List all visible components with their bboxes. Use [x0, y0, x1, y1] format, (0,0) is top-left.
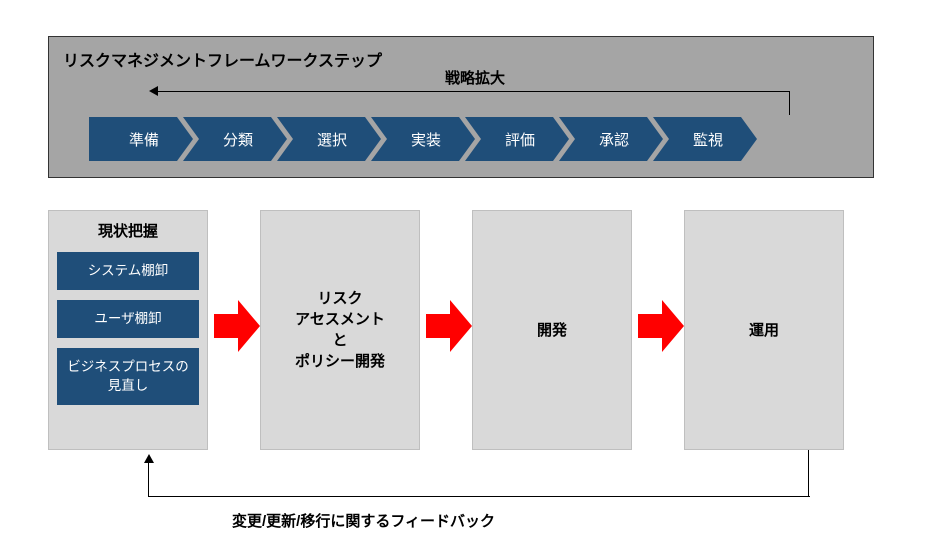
stage-box-3: 運用 — [684, 210, 844, 450]
step-6: 監視 — [653, 117, 757, 161]
step-0: 準備 — [89, 117, 193, 161]
red-arrow-0 — [214, 300, 260, 352]
step-2: 選択 — [277, 117, 381, 161]
bottom-feedback-line-h — [148, 496, 810, 497]
bottom-feedback-line-v-left — [148, 463, 149, 496]
top-feedback-arrow-v — [789, 91, 790, 115]
step-5: 承認 — [559, 117, 663, 161]
top-feedback-arrow-h — [157, 91, 789, 92]
red-arrow-1 — [426, 300, 472, 352]
red-arrow-2 — [638, 300, 684, 352]
sub-box-0: システム棚卸 — [57, 252, 199, 290]
sub-box-1: ユーザ棚卸 — [57, 300, 199, 338]
step-1: 分類 — [183, 117, 287, 161]
stage-box-0: 現状把握システム棚卸ユーザ棚卸ビジネスプロセスの見直し — [48, 210, 208, 450]
bottom-feedback-label: 変更/更新/移行に関するフィードバック — [232, 510, 495, 531]
process-flow: 現状把握システム棚卸ユーザ棚卸ビジネスプロセスの見直しリスクアセスメントとポリシ… — [48, 210, 874, 450]
sub-box-2: ビジネスプロセスの見直し — [57, 348, 199, 404]
stage-box-1: リスクアセスメントとポリシー開発 — [260, 210, 420, 450]
stage-box-2: 開発 — [472, 210, 632, 450]
stage1-title: 現状把握 — [57, 221, 199, 242]
top-feedback-arrowhead-icon — [149, 86, 158, 96]
top-feedback-label: 戦略拡大 — [445, 67, 505, 88]
bottom-feedback-arrowhead-icon — [144, 454, 154, 463]
steps-row: 準備分類選択実装評価承認監視 — [89, 117, 869, 161]
step-4: 評価 — [465, 117, 569, 161]
framework-panel: リスクマネジメントフレームワークステップ 戦略拡大 準備分類選択実装評価承認監視 — [48, 36, 874, 178]
step-3: 実装 — [371, 117, 475, 161]
bottom-feedback-line-v-right — [808, 450, 809, 496]
